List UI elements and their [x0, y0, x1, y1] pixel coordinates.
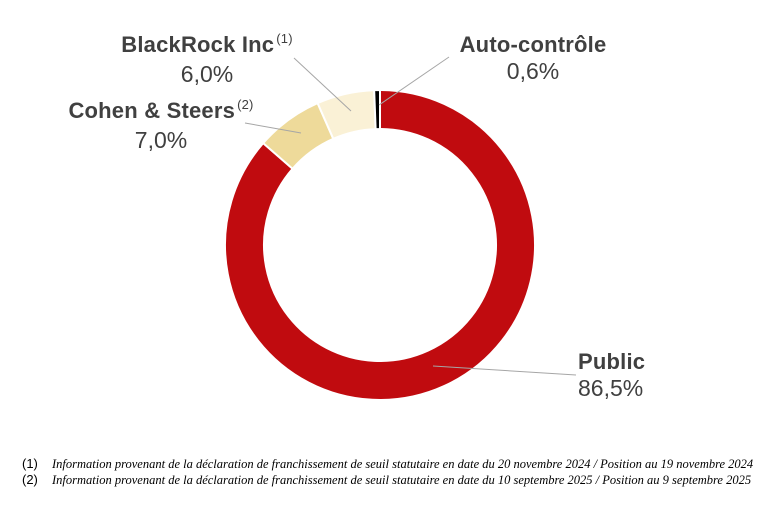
cohen-percent: 7,0%: [134, 127, 188, 153]
footnote-2: (2) Information provenant de la déclarati…: [22, 472, 753, 488]
footnotes: (1) Information provenant de la déclarati…: [22, 456, 753, 488]
footnote-1-text: Information provenant de la déclaration …: [52, 457, 754, 471]
blackrock-name: BlackRock Inc: [121, 32, 275, 57]
leader-line-blackrock: [293, 57, 352, 112]
blackrock-percent: 6,0%: [180, 61, 234, 87]
auto-controle-percent: 0,6%: [506, 58, 560, 84]
footnote-1-marker: (1): [22, 456, 38, 471]
callout-public: Public 86,5%: [578, 349, 645, 401]
public-name: Public: [578, 349, 646, 374]
leader-line-cohen: [244, 122, 302, 134]
cohen-label: Cohen & Steers (2): [68, 97, 254, 127]
donut-segment-public: [224, 89, 536, 401]
donut-segment-auto-contr-le: [373, 89, 381, 131]
callout-cohen-steers: Cohen & Steers (2) 7,0%: [68, 97, 254, 153]
callout-auto-controle: Auto-contrôle 0,6%: [460, 32, 607, 84]
footnote-2-marker: (2): [22, 472, 38, 487]
auto-controle-name: Auto-contrôle: [459, 32, 607, 57]
public-percent: 86,5%: [578, 375, 644, 401]
blackrock-label: BlackRock Inc (1): [121, 31, 293, 61]
leader-line-auto-controle: [378, 56, 450, 106]
donut-segments: [224, 89, 536, 401]
leader-lines: [244, 56, 577, 376]
callout-blackrock: BlackRock Inc (1) 6,0%: [121, 31, 293, 87]
footnote-2-text: Information provenant de la déclaration …: [52, 473, 752, 487]
footnote-1: (1) Information provenant de la déclarati…: [22, 456, 753, 472]
cohen-name: Cohen & Steers: [68, 98, 236, 123]
blackrock-footnote-ref: (1): [276, 31, 293, 46]
leader-line-public: [432, 365, 577, 376]
cohen-footnote-ref: (2): [237, 97, 254, 112]
